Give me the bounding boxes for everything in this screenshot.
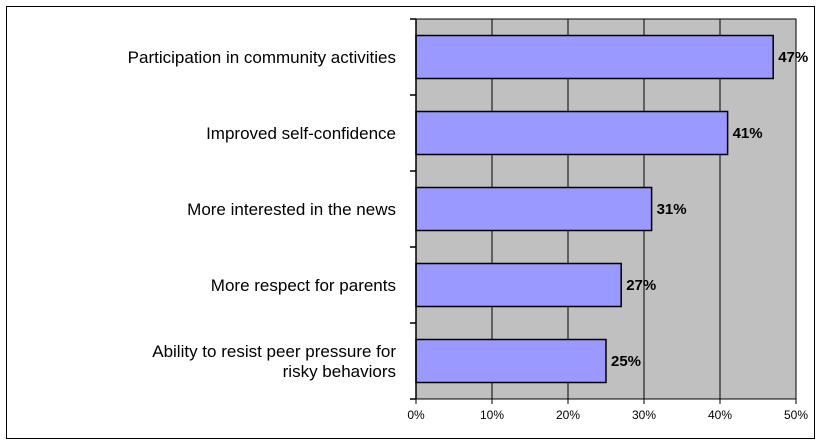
- category-label-line: Participation in community activities: [128, 48, 396, 67]
- category-label: Ability to resist peer pressure for risky…: [152, 342, 396, 381]
- bars: [415, 34, 774, 384]
- value-label: 25%: [611, 353, 641, 370]
- category-label-line: More interested in the news: [187, 200, 396, 219]
- x-tick-label: 30%: [632, 408, 656, 422]
- category-label-line: More respect for parents: [211, 276, 396, 295]
- bar: [415, 262, 622, 308]
- axes: [410, 18, 797, 404]
- category-label: More interested in the news: [187, 200, 396, 219]
- bar: [415, 34, 774, 80]
- bar: [415, 338, 607, 384]
- category-label-line: Ability to resist peer pressure for: [152, 342, 396, 361]
- category-labels: Participation in community activities Imp…: [128, 48, 397, 381]
- x-tick-label: 20%: [556, 408, 580, 422]
- bar: [415, 186, 653, 232]
- value-label: 41%: [733, 125, 763, 142]
- value-label: 31%: [657, 201, 687, 218]
- value-label: 27%: [626, 277, 656, 294]
- category-label: More respect for parents: [211, 276, 396, 295]
- category-label: Participation in community activities: [128, 48, 396, 67]
- category-label-line: Improved self-confidence: [206, 124, 396, 143]
- bar: [415, 110, 729, 156]
- value-labels: 47% 41% 31% 27% 25%: [611, 49, 808, 370]
- tick-labels: 0% 10% 20% 30% 40% 50%: [407, 408, 808, 422]
- x-tick-label: 40%: [708, 408, 732, 422]
- x-tick-label: 0%: [407, 408, 425, 422]
- x-tick-label: 10%: [480, 408, 504, 422]
- value-label: 47%: [778, 49, 808, 66]
- category-label: Improved self-confidence: [206, 124, 396, 143]
- category-label-line: risky behaviors: [283, 362, 396, 381]
- x-tick-label: 50%: [784, 408, 808, 422]
